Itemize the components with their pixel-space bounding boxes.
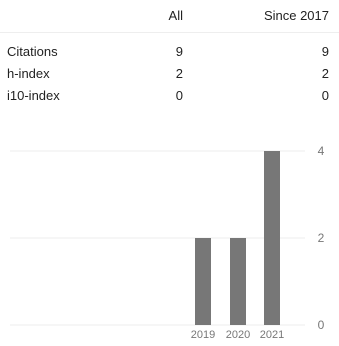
bar-2021[interactable] — [264, 151, 280, 325]
metric-value-all: 9 — [175, 44, 183, 59]
metric-row-i10-index: i10-index 0 0 — [0, 88, 339, 110]
metric-label[interactable]: i10-index — [7, 88, 60, 103]
metric-label[interactable]: Citations — [7, 44, 58, 59]
x-tick-label: 2019 — [191, 329, 215, 341]
citation-stats-table: All Since 2017 Citations 9 9 h-index 2 2… — [0, 0, 339, 120]
column-header-all: All — [168, 8, 183, 23]
header-divider — [0, 32, 339, 33]
metric-value-since: 2 — [321, 66, 329, 81]
chart-svg: 0 2 4 2019 2020 2021 — [10, 144, 325, 341]
metric-value-all: 0 — [175, 88, 183, 103]
x-tick-label: 2021 — [260, 329, 284, 341]
metric-value-since: 0 — [321, 88, 329, 103]
x-tick-label: 2020 — [226, 329, 250, 341]
metric-row-citations: Citations 9 9 — [0, 44, 339, 66]
y-tick-label: 2 — [318, 231, 325, 245]
metric-value-all: 2 — [175, 66, 183, 81]
bar-2020[interactable] — [230, 238, 246, 325]
bar-2019[interactable] — [195, 238, 211, 325]
metric-value-since: 9 — [321, 44, 329, 59]
y-tick-label: 0 — [318, 318, 325, 332]
metric-row-h-index: h-index 2 2 — [0, 66, 339, 88]
citations-per-year-chart: 0 2 4 2019 2020 2021 — [0, 140, 339, 341]
y-tick-label: 4 — [318, 144, 325, 158]
metric-label[interactable]: h-index — [7, 66, 50, 81]
column-header-since-2017: Since 2017 — [263, 8, 329, 23]
